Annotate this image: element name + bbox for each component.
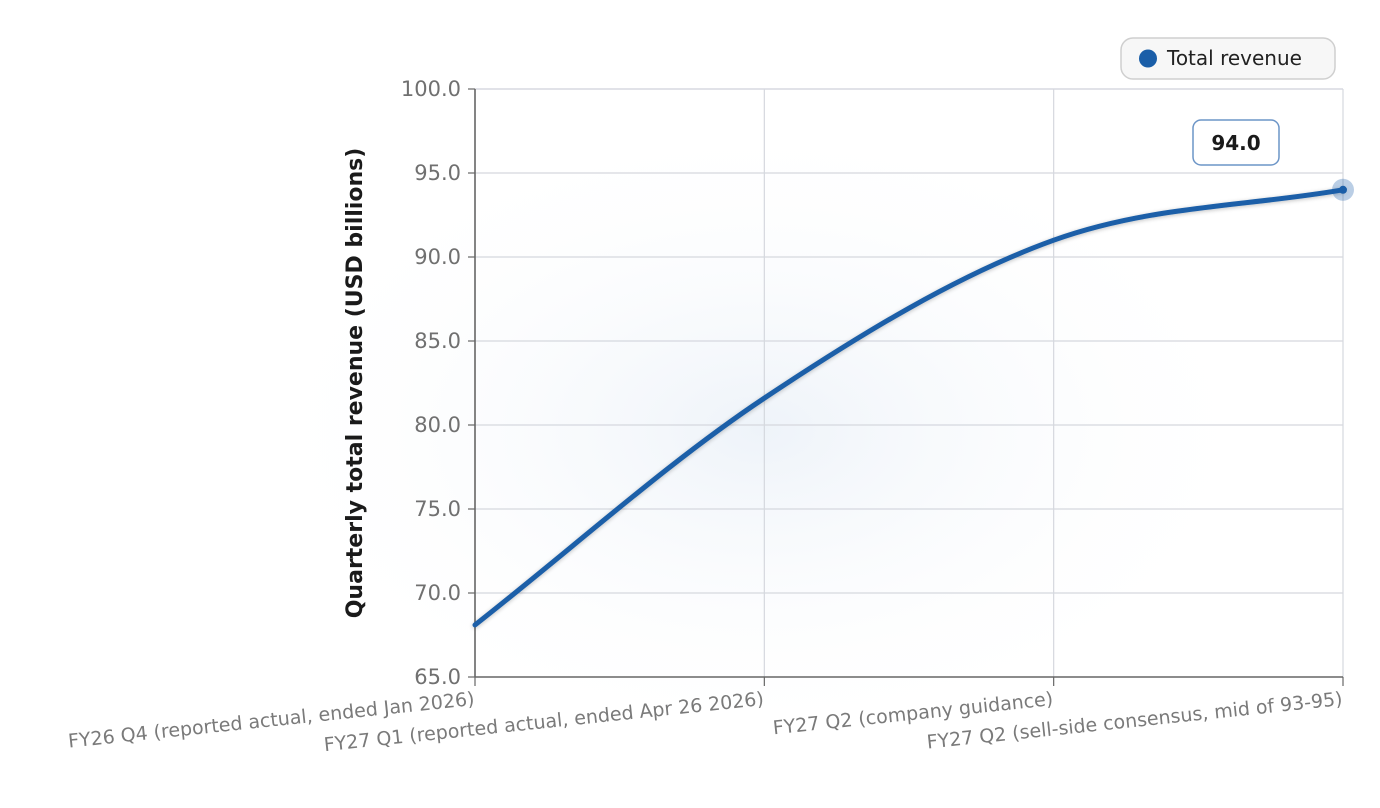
y-tick-label: 70.0 — [414, 581, 461, 605]
data-label-value: 94.0 — [1211, 131, 1260, 155]
y-tick-label: 65.0 — [414, 665, 461, 689]
y-tick-label: 90.0 — [414, 245, 461, 269]
y-tick-labels: 65.0 70.0 75.0 80.0 85.0 90.0 95.0 100.0 — [401, 77, 461, 689]
legend-marker — [1139, 49, 1157, 68]
series-line-0 — [472, 187, 1346, 628]
legend-box — [1120, 37, 1336, 80]
y-tick-label: 75.0 — [414, 497, 461, 521]
y-tick-label: 95.0 — [414, 161, 461, 185]
series-layer — [472, 178, 1354, 628]
data-point-3 — [1339, 185, 1347, 194]
data-labels: 94.0 — [1192, 119, 1280, 166]
y-tick-label: 100.0 — [401, 77, 461, 101]
data-label-box — [1192, 119, 1280, 166]
background-glow — [240, 110, 1280, 750]
axes — [468, 88, 1344, 686]
y-tick-label: 80.0 — [414, 413, 461, 437]
legend[interactable]: Total revenue — [1120, 37, 1336, 80]
y-tick-label: 85.0 — [414, 329, 461, 353]
y-axis-title: Quarterly total revenue (USD billions) — [343, 148, 368, 619]
legend-label: Total revenue — [1166, 46, 1302, 70]
